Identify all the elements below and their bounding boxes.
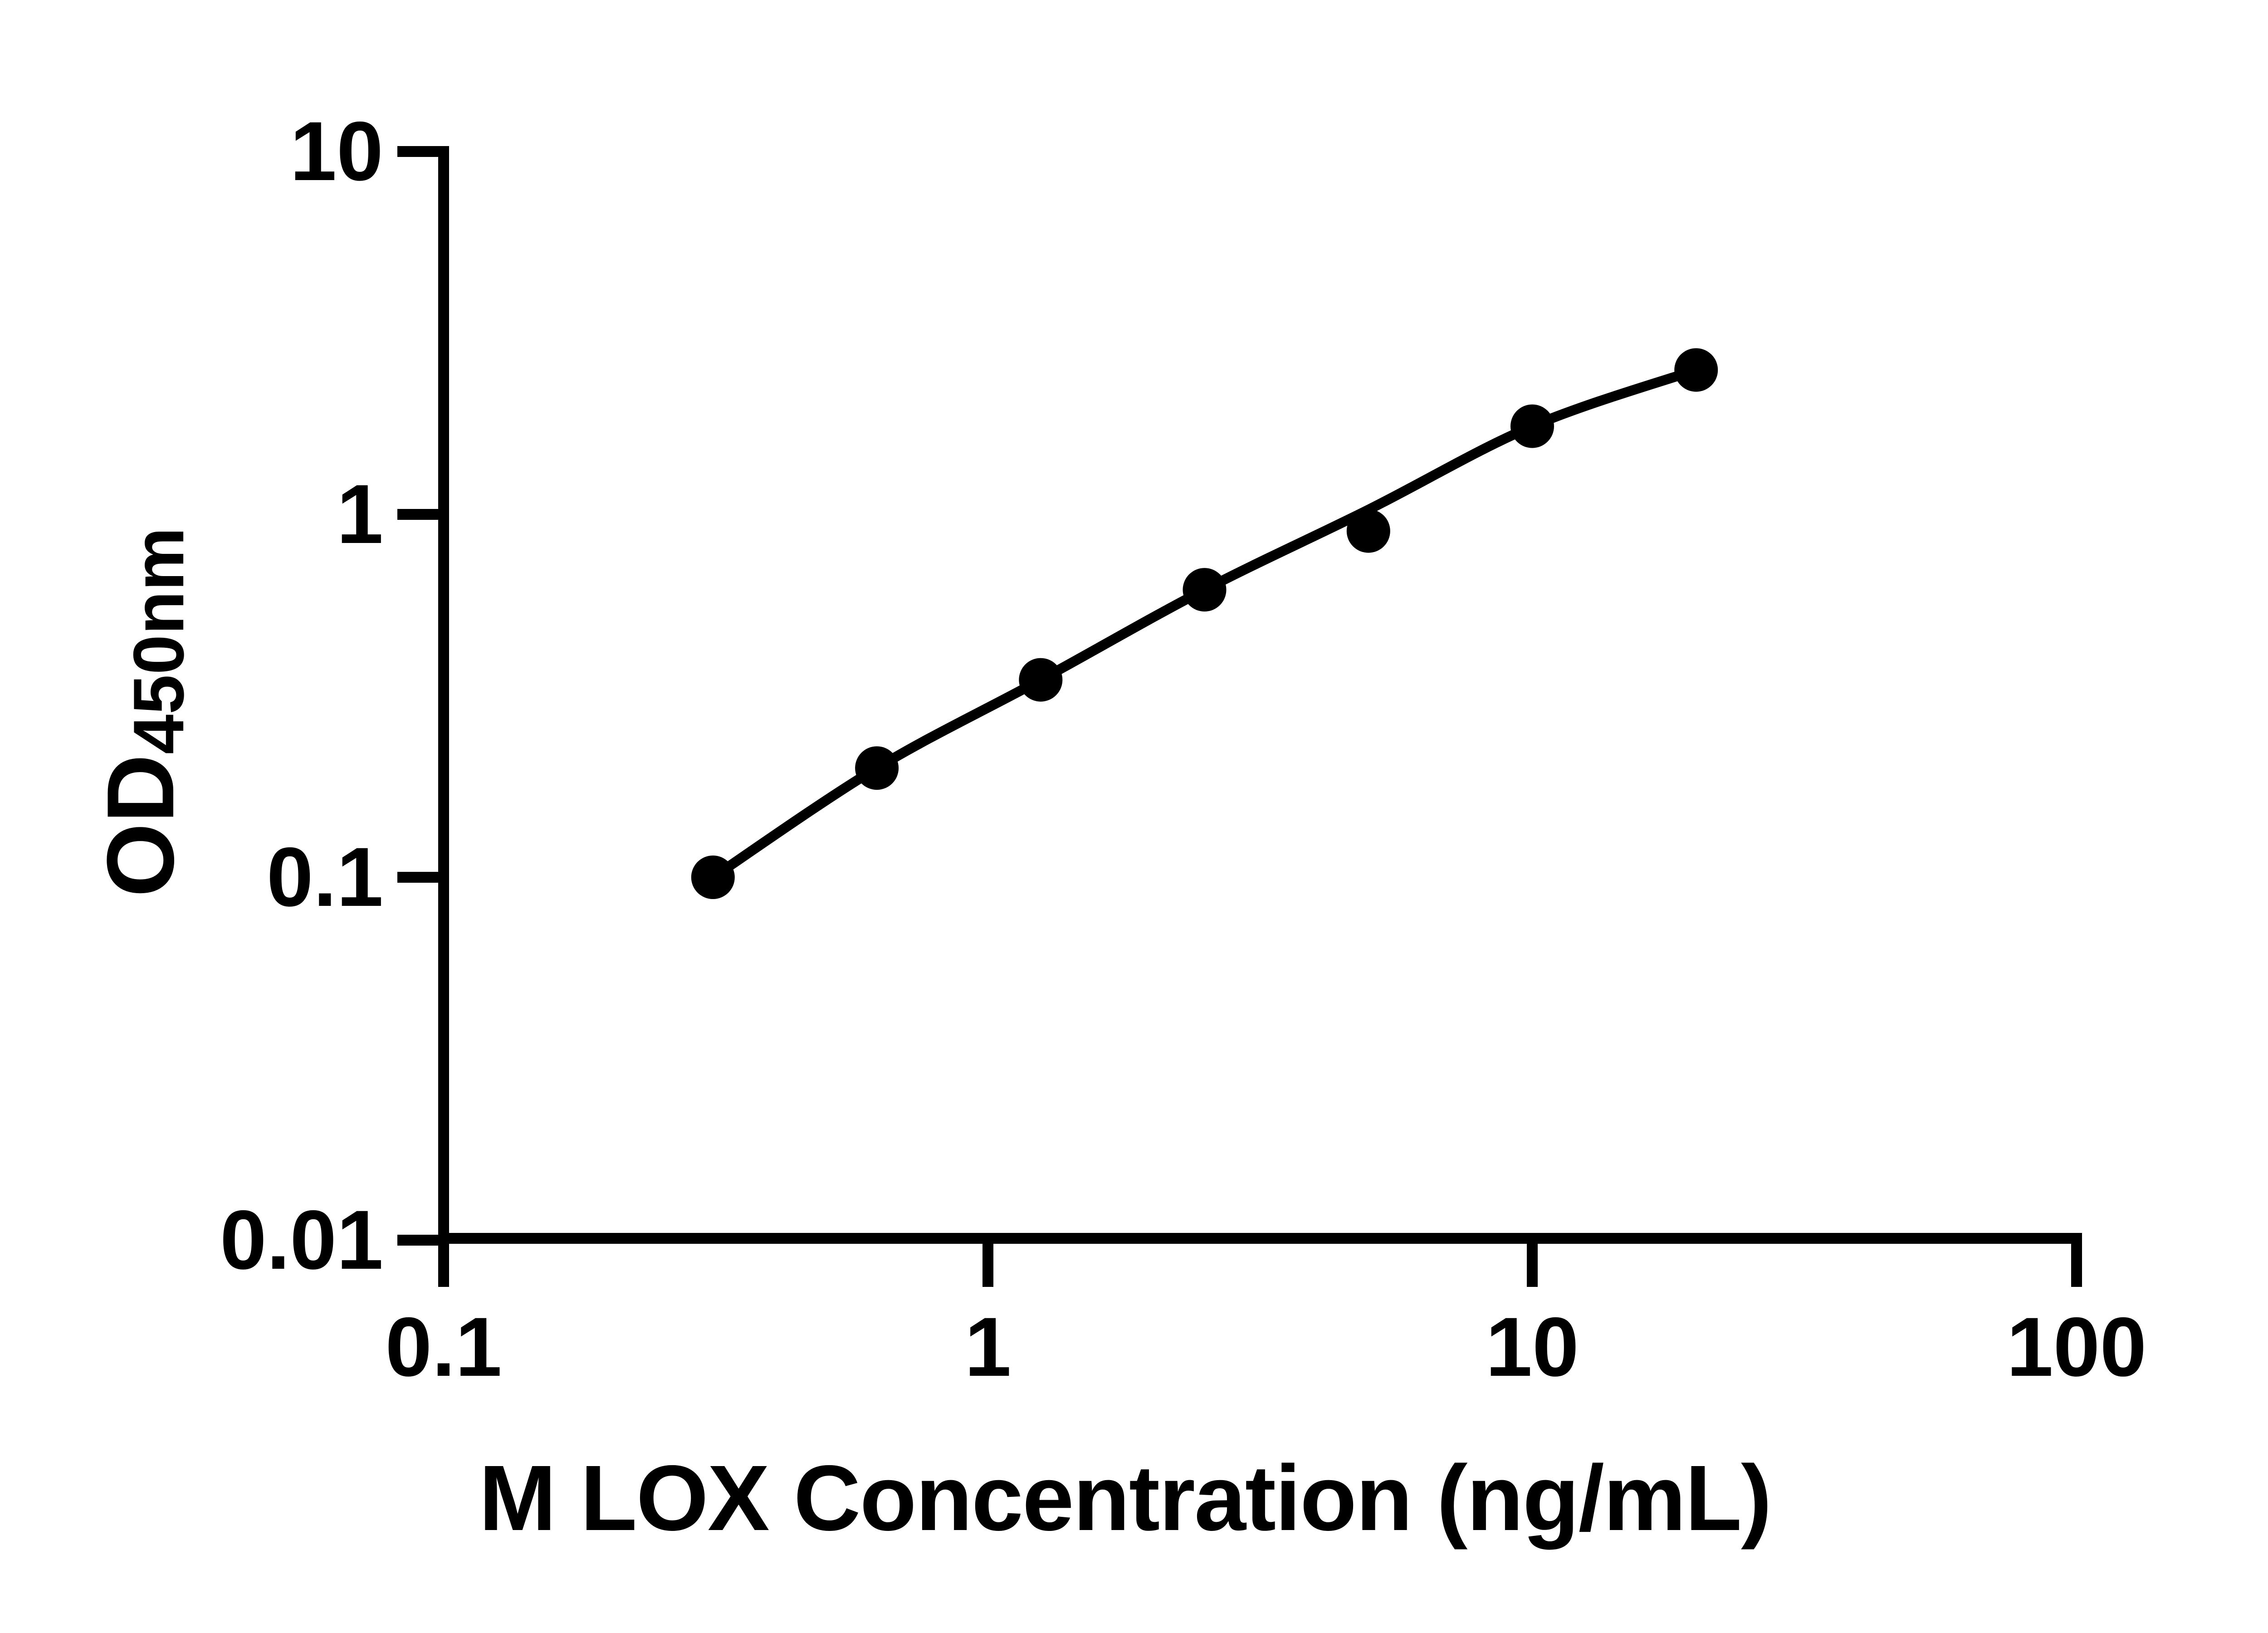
y-tick-label: 1 (337, 468, 383, 561)
data-point-marker (1510, 404, 1554, 448)
y-axis-title: OD450nm (73, 259, 209, 1166)
data-point-marker (1019, 658, 1063, 702)
x-tick-label: 100 (2006, 1301, 2147, 1394)
data-point-marker (691, 856, 735, 899)
data-point-marker (1183, 568, 1227, 612)
x-tick-label: 0.1 (385, 1301, 502, 1394)
x-tick-label: 1 (964, 1301, 1012, 1394)
y-tick-label: 10 (290, 105, 383, 198)
fitted-curve-path (708, 365, 1701, 882)
x-tick-label: 10 (1486, 1301, 1579, 1394)
data-point-marker (855, 746, 899, 790)
data-point-marker (1346, 509, 1390, 553)
data-point-marker (1674, 348, 1718, 392)
y-tick-label: 0.1 (266, 831, 383, 924)
x-axis-title: M LOX Concentration (ng/mL) (479, 1446, 1772, 1550)
y-tick-label: 0.01 (220, 1193, 383, 1287)
